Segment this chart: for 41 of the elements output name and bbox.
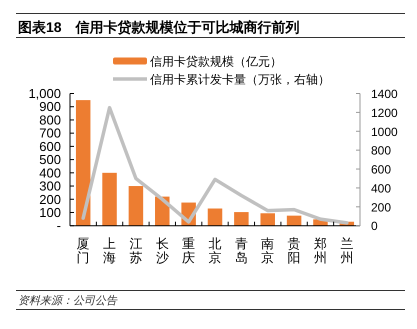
bar — [260, 213, 275, 226]
y-tick-label: 800 — [39, 112, 61, 128]
y-tick-label: 600 — [39, 138, 61, 154]
bar — [128, 186, 144, 226]
bar — [208, 208, 222, 226]
bar — [102, 172, 117, 226]
x-tick-label: 青岛 — [234, 236, 248, 265]
y-tick-label: 900 — [39, 99, 61, 114]
y2-tick-label: 0 — [371, 219, 378, 234]
bar — [234, 212, 249, 226]
y-tick-label: 200 — [39, 192, 61, 207]
y2-tick-label: 200 — [371, 200, 392, 214]
legend-label: 信用卡累计发卡量（万张，右轴） — [150, 72, 330, 86]
y2-tick-label: 1400 — [371, 87, 398, 101]
y-tick-label: 100 — [39, 204, 61, 220]
text: 资料来源：公司公告 — [18, 294, 118, 307]
y2-tick-label: 600 — [371, 162, 392, 177]
x-tick-label: 上海 — [103, 236, 116, 265]
y2-tick-label: 400 — [371, 181, 392, 196]
x-tick-label: 北京 — [208, 236, 222, 265]
bar — [286, 216, 302, 226]
y2-tick-label: 800 — [371, 144, 392, 158]
x-tick-label: 南京 — [261, 236, 274, 265]
y-tick-label: 1,000 — [28, 86, 61, 101]
x-tick-label: 兰州 — [340, 236, 354, 265]
y-tick-label: 700 — [39, 126, 61, 141]
y2-tick-label: 1200 — [371, 106, 398, 120]
x-tick-label: 郑州 — [314, 236, 327, 265]
y-tick-label: - — [56, 218, 61, 234]
x-tick-label: 厦门 — [76, 236, 90, 265]
legend-label: 信用卡贷款规模（亿元） — [150, 54, 282, 68]
x-tick-label: 重庆 — [182, 236, 196, 265]
bar — [76, 100, 90, 226]
y-tick-label: 500 — [39, 152, 61, 168]
x-tick-label: 长沙 — [156, 236, 169, 265]
x-tick-label: 贵阳 — [288, 236, 301, 265]
chart-title: 图表18 信用卡贷款规模位于可比城商行前列 — [18, 19, 300, 35]
y-tick-label: 300 — [39, 178, 61, 194]
y2-tick-label: 1000 — [371, 124, 398, 139]
x-tick-label: 江苏 — [129, 236, 142, 265]
y-tick-label: 400 — [39, 165, 61, 180]
